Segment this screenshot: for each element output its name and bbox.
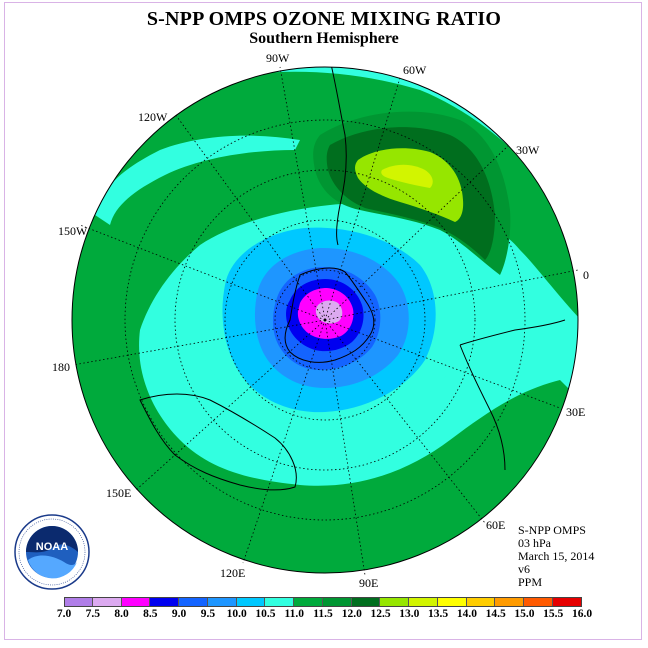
lon-label-150w: 150W [58,224,88,238]
colorbar-swatch [150,597,180,607]
graticule [72,66,579,576]
lon-label-120e: 120E [220,566,246,580]
colorbar-swatch [121,597,151,607]
colorbar-swatch [380,597,410,607]
colorbar-tick-label: 10.5 [255,608,276,620]
colorbar-tick-label: 8.5 [143,608,158,620]
colorbar-swatch [294,597,323,607]
colorbar-swatch [437,597,467,607]
colorbar-swatch [64,597,93,607]
colorbar [64,597,582,607]
colorbar-swatch [495,597,525,607]
colorbar-tick-label: 11.0 [284,608,304,620]
info-instrument: S-NPP OMPS [518,523,586,537]
colorbar-tick-label: 7.5 [85,608,100,620]
lon-label-60e: 60E [486,518,506,532]
noaa-logo-text: NOAA [36,541,68,553]
colorbar-tick-label: 15.0 [514,608,535,620]
lon-label-30e: 30E [566,405,586,419]
colorbar-swatch [466,597,496,607]
lon-label-180: 180 [52,360,70,374]
info-units: PPM [518,575,543,589]
lon-label-0: 0 [583,268,589,282]
colorbar-tick-label: 13.5 [428,608,449,620]
lon-label-90w: 90W [266,51,290,65]
colorbar-tick-label: 14.5 [485,608,506,620]
lon-label-120w: 120W [138,110,168,124]
colorbar-tick-label: 12.0 [341,608,362,620]
colorbar-swatch [179,597,208,607]
map-subtitle: Southern Hemisphere [249,30,399,47]
australia-coastline [139,393,297,491]
colorbar-tick-label: 9.5 [200,608,216,620]
colorbar-swatch [322,597,352,607]
colorbar-tick-label: 10.0 [226,608,247,620]
colorbar-tick-label: 9.0 [171,608,187,620]
figure-frame [4,2,642,640]
colorbar-tick-label: 7.0 [56,608,72,620]
colorbar-swatch [351,597,381,607]
colorbar-swatch [409,597,438,607]
info-level: 03 hPa [518,536,551,550]
lon-label-30w: 30W [516,143,540,157]
colorbar-swatch [207,597,237,607]
colorbar-swatch [92,597,122,607]
noaa-logo-icon: NOAA [14,514,90,590]
colorbar-swatch [265,597,295,607]
colorbar-tick-label: 14.0 [456,608,477,620]
colorbar-tick-label: 8.0 [114,608,129,620]
info-version: v6 [518,562,530,576]
colorbar-swatch [524,597,554,607]
colorbar-swatch [553,597,582,607]
south-america-coastline [329,67,347,246]
lon-label-60w: 60W [403,63,427,77]
lon-label-150e: 150E [106,486,132,500]
colorbar-tick-label: 16.0 [571,608,593,620]
lon-label-90e: 90E [359,576,379,590]
info-date: March 15, 2014 [518,549,595,563]
map-title: S-NPP OMPS OZONE MIXING RATIO [146,8,502,30]
map-boundary [71,66,579,574]
colorbar-tick-label: 13.0 [399,608,420,620]
colorbar-swatch [236,597,266,607]
antarctica-coastline [284,267,375,363]
info-block: S-NPP OMPS 03 hPa March 15, 2014 v6 PPM [518,524,594,589]
colorbar-tick-label: 11.5 [313,608,333,620]
colorbar-tick-label: 12.5 [370,608,391,620]
colorbar-tick-label: 15.5 [543,608,564,620]
